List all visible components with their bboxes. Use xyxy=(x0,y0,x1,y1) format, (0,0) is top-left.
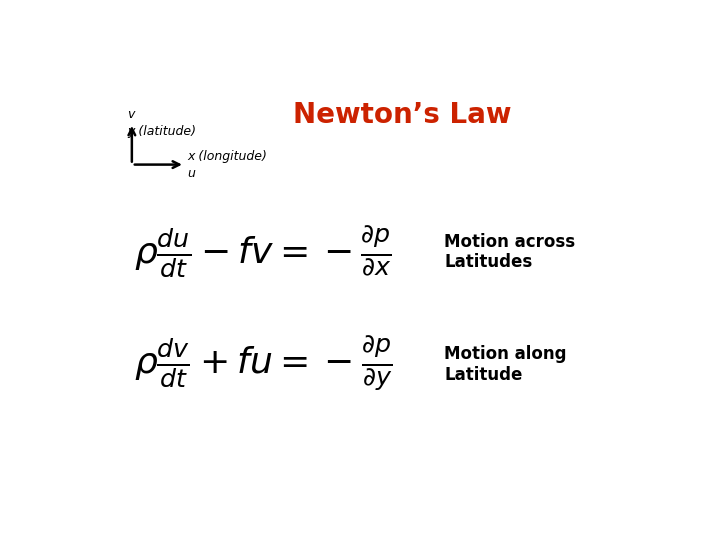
Text: $\rho \frac{du}{dt} - fv = -\frac{\partial p}{\partial x}$: $\rho \frac{du}{dt} - fv = -\frac{\parti… xyxy=(134,224,392,280)
Text: Motion across
Latitudes: Motion across Latitudes xyxy=(444,233,575,271)
Text: y (latitude): y (latitude) xyxy=(127,125,197,138)
Text: x (longitude): x (longitude) xyxy=(188,150,268,163)
Text: v: v xyxy=(127,108,135,121)
Text: Motion along
Latitude: Motion along Latitude xyxy=(444,345,567,383)
Text: Newton’s Law: Newton’s Law xyxy=(293,100,512,129)
Text: u: u xyxy=(188,167,196,180)
Text: $\rho \frac{dv}{dt} + fu = -\frac{\partial p}{\partial y}$: $\rho \frac{dv}{dt} + fu = -\frac{\parti… xyxy=(134,335,392,394)
